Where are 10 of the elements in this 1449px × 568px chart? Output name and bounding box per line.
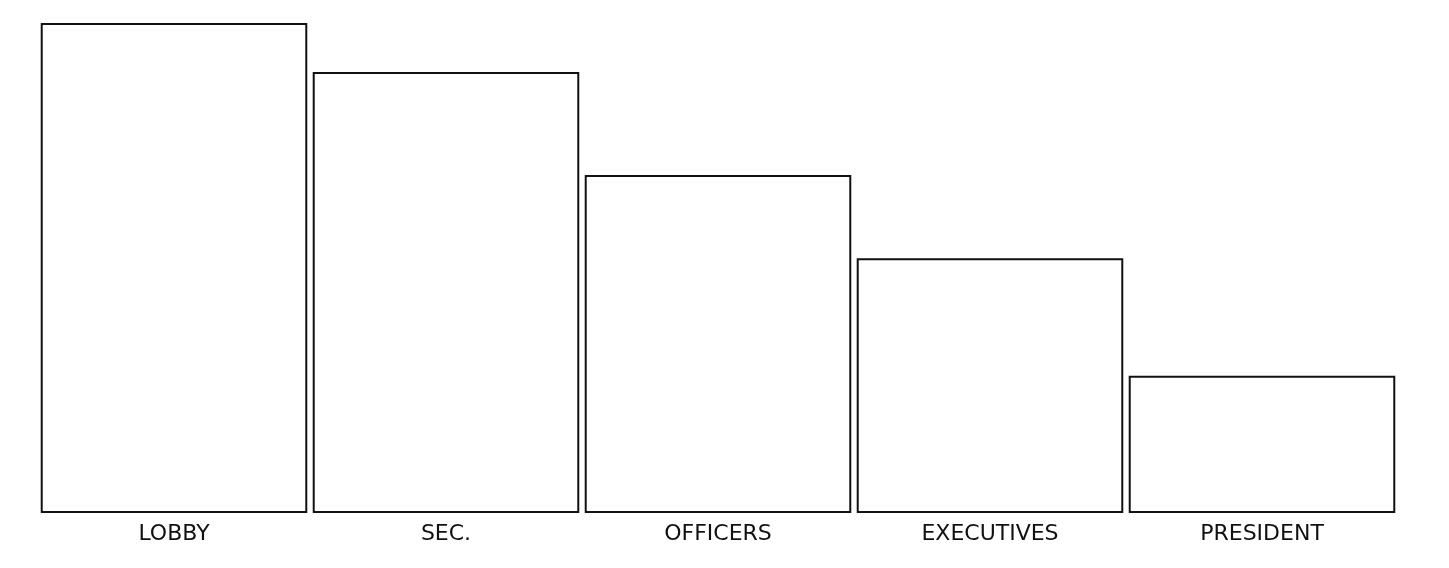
x-tick-label: PRESIDENT — [1200, 519, 1325, 545]
x-tick-label: OFFICERS — [664, 519, 772, 545]
x-tick-label: LOBBY — [138, 519, 211, 545]
x-tick-label: EXECUTIVES — [921, 519, 1059, 545]
bar — [1128, 375, 1396, 513]
bar — [40, 23, 308, 513]
bar — [856, 258, 1124, 513]
x-tick-label: SEC. — [420, 519, 472, 545]
bar — [584, 174, 852, 513]
bar — [312, 72, 580, 513]
